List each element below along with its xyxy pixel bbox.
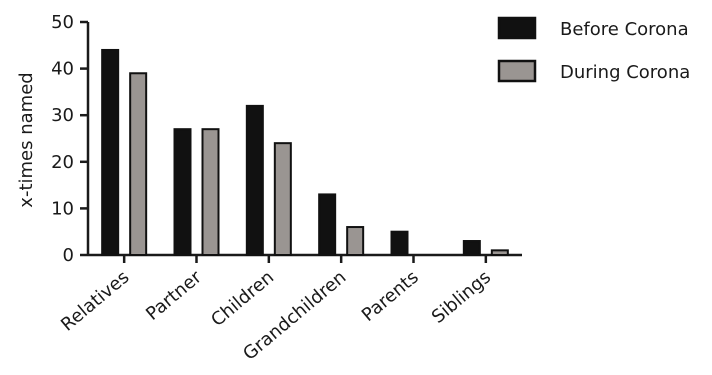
x-category-label: Siblings: [428, 267, 495, 328]
bar-grandchildren-before: [318, 193, 337, 256]
bar-partner-during: [201, 128, 220, 256]
y-tick-label: 50: [51, 12, 74, 33]
bar-relatives-during: [129, 72, 148, 257]
bar-children-during: [273, 142, 292, 256]
bar-siblings-before: [462, 240, 481, 257]
legend-swatch: [497, 59, 537, 83]
bar-children-before: [245, 104, 264, 256]
legend-label: During Corona: [560, 62, 690, 83]
y-tick-label: 0: [63, 245, 74, 266]
y-tick-label: 40: [51, 59, 74, 80]
bar-grandchildren-during: [346, 226, 365, 256]
bar-parents-before: [390, 230, 409, 256]
legend-swatch: [497, 16, 537, 40]
bar-relatives-before: [101, 48, 120, 256]
x-category-label: Children: [207, 267, 278, 331]
x-category-label: Parents: [358, 267, 423, 326]
y-tick-label: 30: [51, 105, 74, 126]
bars: [101, 48, 509, 257]
y-axis: 0 10 20 30 40 50: [51, 12, 90, 266]
y-axis-title: x-times named: [16, 72, 37, 207]
legend-label: Before Corona: [560, 19, 689, 40]
y-tick-label: 20: [51, 152, 74, 173]
x-category-label: Relatives: [57, 267, 133, 336]
legend: Before Corona During Corona: [497, 16, 690, 83]
y-tick-label: 10: [51, 198, 74, 219]
x-category-label: Partner: [142, 266, 206, 325]
bar-partner-before: [173, 128, 192, 256]
bar-siblings-during: [490, 249, 509, 256]
